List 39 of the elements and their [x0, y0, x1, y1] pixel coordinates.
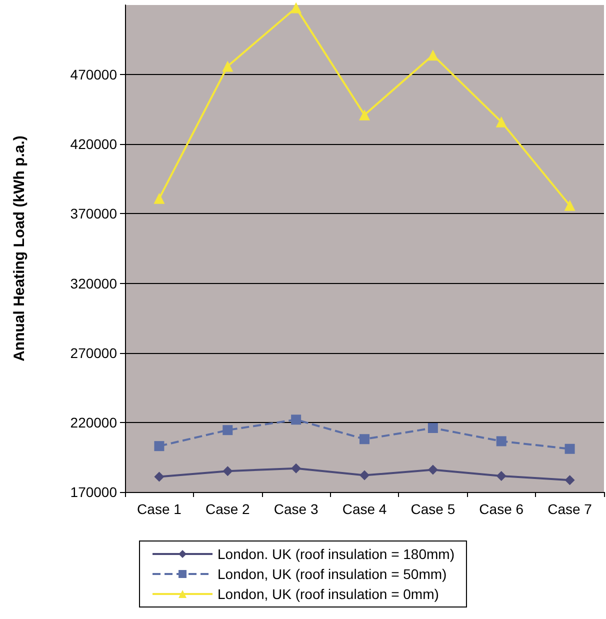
point — [496, 436, 506, 446]
point — [428, 422, 438, 433]
x-tick-label: Case 7 — [548, 501, 592, 517]
legend-label: London, UK (roof insulation = 0mm) — [218, 586, 439, 602]
point — [222, 466, 233, 476]
x-tick-label: Case 1 — [137, 501, 182, 517]
point — [154, 192, 165, 204]
y-tick-label: 320000 — [70, 275, 118, 292]
x-tick-label: Case 2 — [205, 501, 250, 517]
point — [290, 2, 302, 14]
x-tick-label: Case 4 — [342, 501, 387, 517]
x-tick-label: Case 6 — [479, 501, 524, 517]
point — [496, 471, 506, 481]
point — [428, 464, 438, 475]
point — [291, 414, 302, 425]
point — [222, 60, 234, 72]
point — [359, 109, 370, 120]
x-tick-label: Case 5 — [410, 501, 456, 517]
point — [360, 434, 370, 444]
y-tick-label: 420000 — [70, 136, 118, 152]
x-tick-label: Case 3 — [274, 501, 318, 517]
legend-label: London, UK (roof insulation = 50mm) — [218, 566, 447, 582]
point — [291, 463, 302, 474]
y-tick-label: 220000 — [70, 414, 118, 430]
point — [222, 425, 233, 436]
y-tick-label: 270000 — [70, 344, 118, 361]
y-tick-label: 470000 — [70, 66, 118, 83]
point — [154, 472, 164, 482]
legend-label: London. UK (roof insulation = 180mm) — [218, 546, 454, 562]
y-tick-label: 370000 — [70, 206, 118, 222]
y-axis-title: Annual Heating Load (kWh p.a.) — [11, 136, 28, 362]
point — [496, 116, 507, 128]
y-tick-label: 170000 — [70, 484, 118, 500]
point — [564, 475, 575, 486]
point — [154, 441, 164, 452]
point — [564, 200, 576, 211]
point — [360, 470, 370, 480]
point — [564, 444, 575, 454]
point — [427, 50, 438, 61]
